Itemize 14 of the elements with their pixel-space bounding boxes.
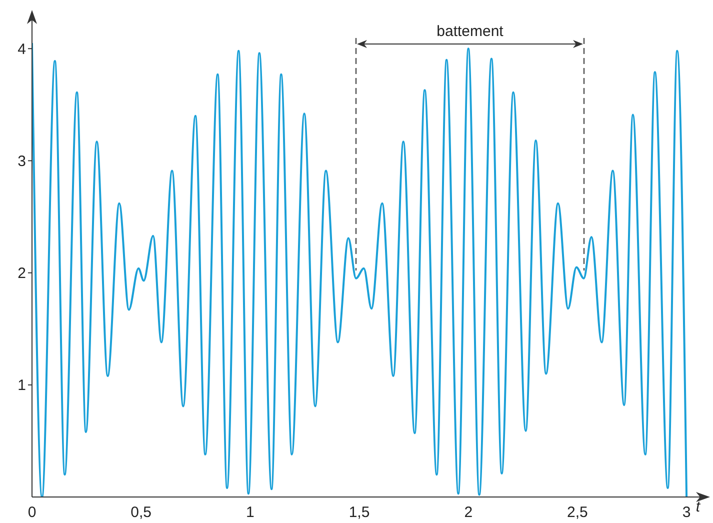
- x-tick-label: 2,5: [567, 504, 588, 521]
- x-tick-label: 1: [246, 504, 254, 521]
- x-tick-label: 0: [28, 504, 36, 521]
- y-tick-label: 4: [18, 40, 26, 58]
- y-tick-label: 2: [18, 265, 26, 282]
- y-tick-label: 3: [18, 153, 26, 170]
- x-tick-label: 3: [682, 504, 691, 521]
- x-tick-label: 0,5: [130, 504, 152, 521]
- x-tick-label: 2: [464, 504, 473, 521]
- line-series: [32, 42, 688, 497]
- annotation: battement: [436, 23, 504, 40]
- x-axis-title: t: [696, 498, 701, 516]
- y-tick-label: 1: [18, 377, 26, 394]
- x-tick-label: 1,5: [348, 504, 370, 521]
